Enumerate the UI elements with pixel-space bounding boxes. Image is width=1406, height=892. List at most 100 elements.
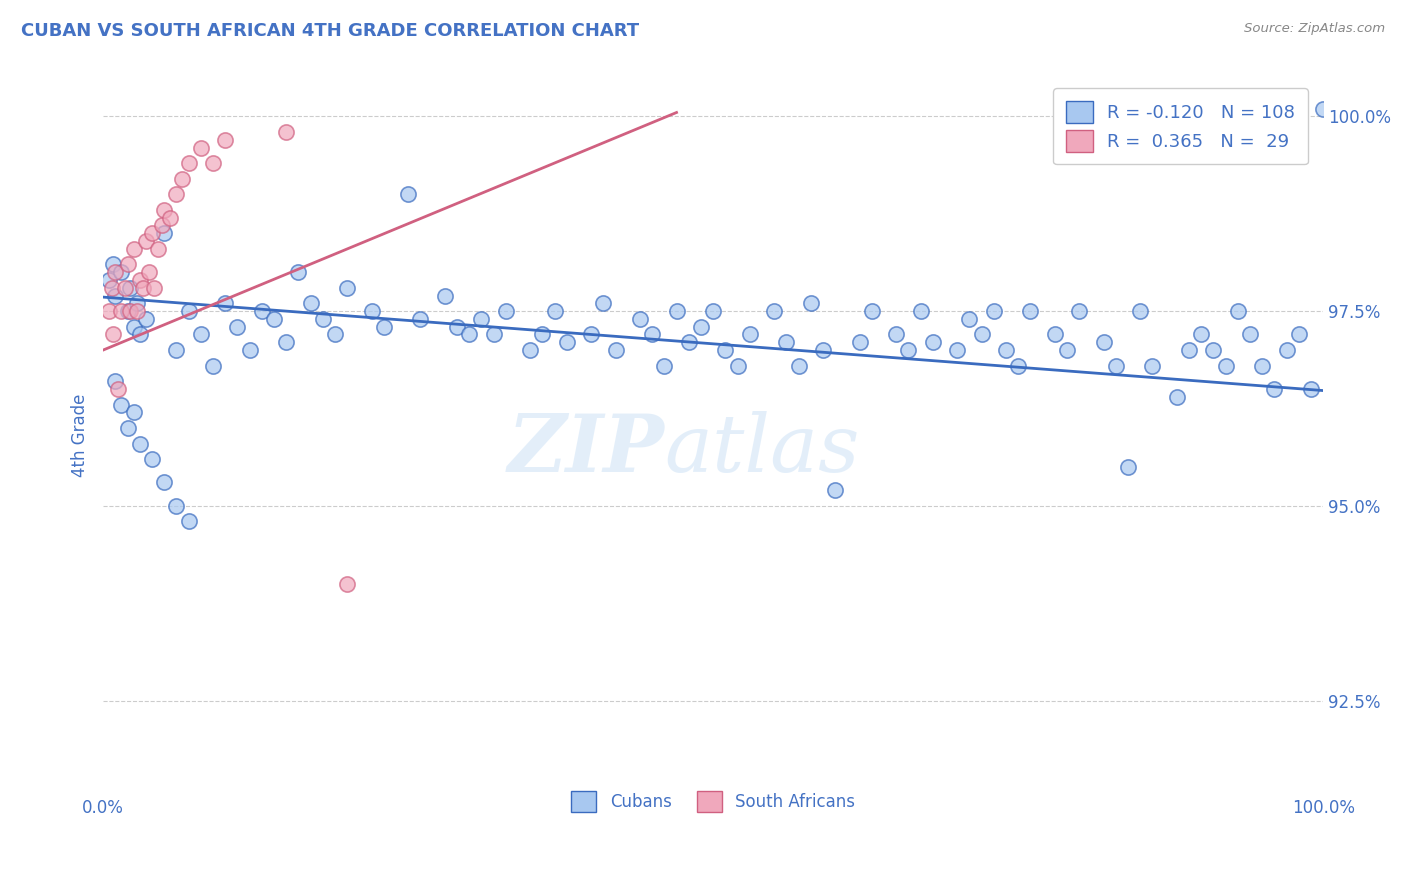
Point [1092, 335, 1115, 350]
Point [165, 343, 187, 357]
Point [446, 319, 468, 334]
Point [458, 327, 481, 342]
Point [114, 281, 136, 295]
Point [104, 265, 127, 279]
Point [110, 398, 132, 412]
Point [897, 343, 920, 357]
Point [128, 327, 150, 342]
Point [1056, 343, 1078, 357]
Point [127, 296, 149, 310]
Point [970, 327, 993, 342]
Point [190, 327, 212, 342]
Point [495, 304, 517, 318]
Point [1166, 390, 1188, 404]
Point [994, 343, 1017, 357]
Point [1189, 327, 1212, 342]
Point [1263, 382, 1285, 396]
Point [409, 312, 432, 326]
Point [141, 452, 163, 467]
Point [579, 327, 602, 342]
Point [165, 499, 187, 513]
Point [143, 281, 166, 295]
Point [132, 281, 155, 295]
Point [727, 359, 749, 373]
Y-axis label: 4th Grade: 4th Grade [72, 394, 89, 477]
Point [323, 327, 346, 342]
Point [1226, 304, 1249, 318]
Point [135, 234, 157, 248]
Point [921, 335, 943, 350]
Point [1043, 327, 1066, 342]
Point [135, 312, 157, 326]
Point [127, 304, 149, 318]
Point [1288, 327, 1310, 342]
Point [983, 304, 1005, 318]
Point [276, 125, 298, 139]
Point [1299, 382, 1322, 396]
Legend: Cubans, South Africans: Cubans, South Africans [558, 778, 869, 825]
Point [117, 304, 139, 318]
Point [177, 304, 200, 318]
Point [360, 304, 382, 318]
Point [122, 319, 145, 334]
Point [110, 265, 132, 279]
Point [1019, 304, 1042, 318]
Point [110, 304, 132, 318]
Point [592, 296, 614, 310]
Point [150, 219, 173, 233]
Point [214, 133, 236, 147]
Point [1215, 359, 1237, 373]
Point [652, 359, 675, 373]
Point [1105, 359, 1128, 373]
Point [287, 265, 309, 279]
Point [1007, 359, 1029, 373]
Point [1312, 102, 1334, 116]
Point [104, 288, 127, 302]
Point [122, 242, 145, 256]
Point [519, 343, 541, 357]
Point [848, 335, 870, 350]
Point [101, 257, 124, 271]
Point [159, 211, 181, 225]
Point [1202, 343, 1225, 357]
Point [470, 312, 492, 326]
Point [763, 304, 786, 318]
Point [860, 304, 883, 318]
Point [214, 296, 236, 310]
Point [153, 202, 176, 217]
Point [190, 140, 212, 154]
Text: Source: ZipAtlas.com: Source: ZipAtlas.com [1244, 22, 1385, 36]
Point [117, 421, 139, 435]
Point [1251, 359, 1274, 373]
Point [138, 265, 160, 279]
Point [373, 319, 395, 334]
Point [738, 327, 761, 342]
Point [100, 281, 122, 295]
Point [690, 319, 713, 334]
Point [263, 312, 285, 326]
Text: CUBAN VS SOUTH AFRICAN 4TH GRADE CORRELATION CHART: CUBAN VS SOUTH AFRICAN 4TH GRADE CORRELA… [21, 22, 640, 40]
Point [172, 171, 194, 186]
Point [107, 382, 129, 396]
Point [201, 156, 224, 170]
Point [153, 475, 176, 490]
Point [177, 515, 200, 529]
Point [165, 187, 187, 202]
Point [531, 327, 554, 342]
Point [312, 312, 335, 326]
Point [128, 273, 150, 287]
Point [628, 312, 651, 326]
Point [824, 483, 846, 498]
Point [1142, 359, 1164, 373]
Point [910, 304, 932, 318]
Point [146, 242, 169, 256]
Point [201, 359, 224, 373]
Text: ZIP: ZIP [508, 411, 664, 489]
Point [605, 343, 627, 357]
Point [1178, 343, 1201, 357]
Point [665, 304, 688, 318]
Point [946, 343, 969, 357]
Point [482, 327, 505, 342]
Point [101, 327, 124, 342]
Point [250, 304, 273, 318]
